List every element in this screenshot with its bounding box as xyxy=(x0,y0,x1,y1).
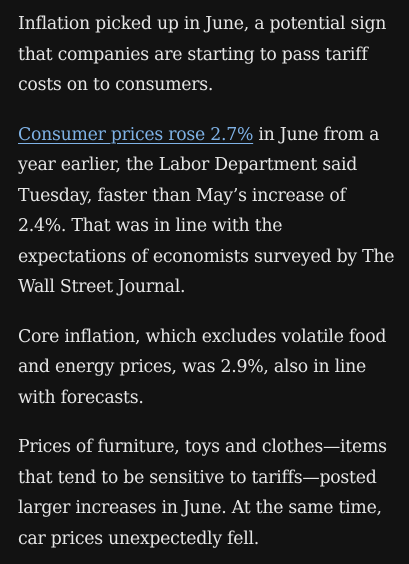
article-paragraph: Core inflation, which excludes volatile … xyxy=(18,326,387,408)
article-paragraph: Inflation picked up in June, a potential… xyxy=(18,14,387,95)
consumer-prices-link[interactable]: Consumer prices rose 2.7% xyxy=(18,124,254,145)
paragraph-text: in June from a year earlier, the Labor D… xyxy=(18,124,395,298)
article-paragraph: Consumer prices rose 2.7% in June from a… xyxy=(18,120,395,303)
article-paragraph: Prices of furniture, toys and clothes—it… xyxy=(18,437,387,549)
